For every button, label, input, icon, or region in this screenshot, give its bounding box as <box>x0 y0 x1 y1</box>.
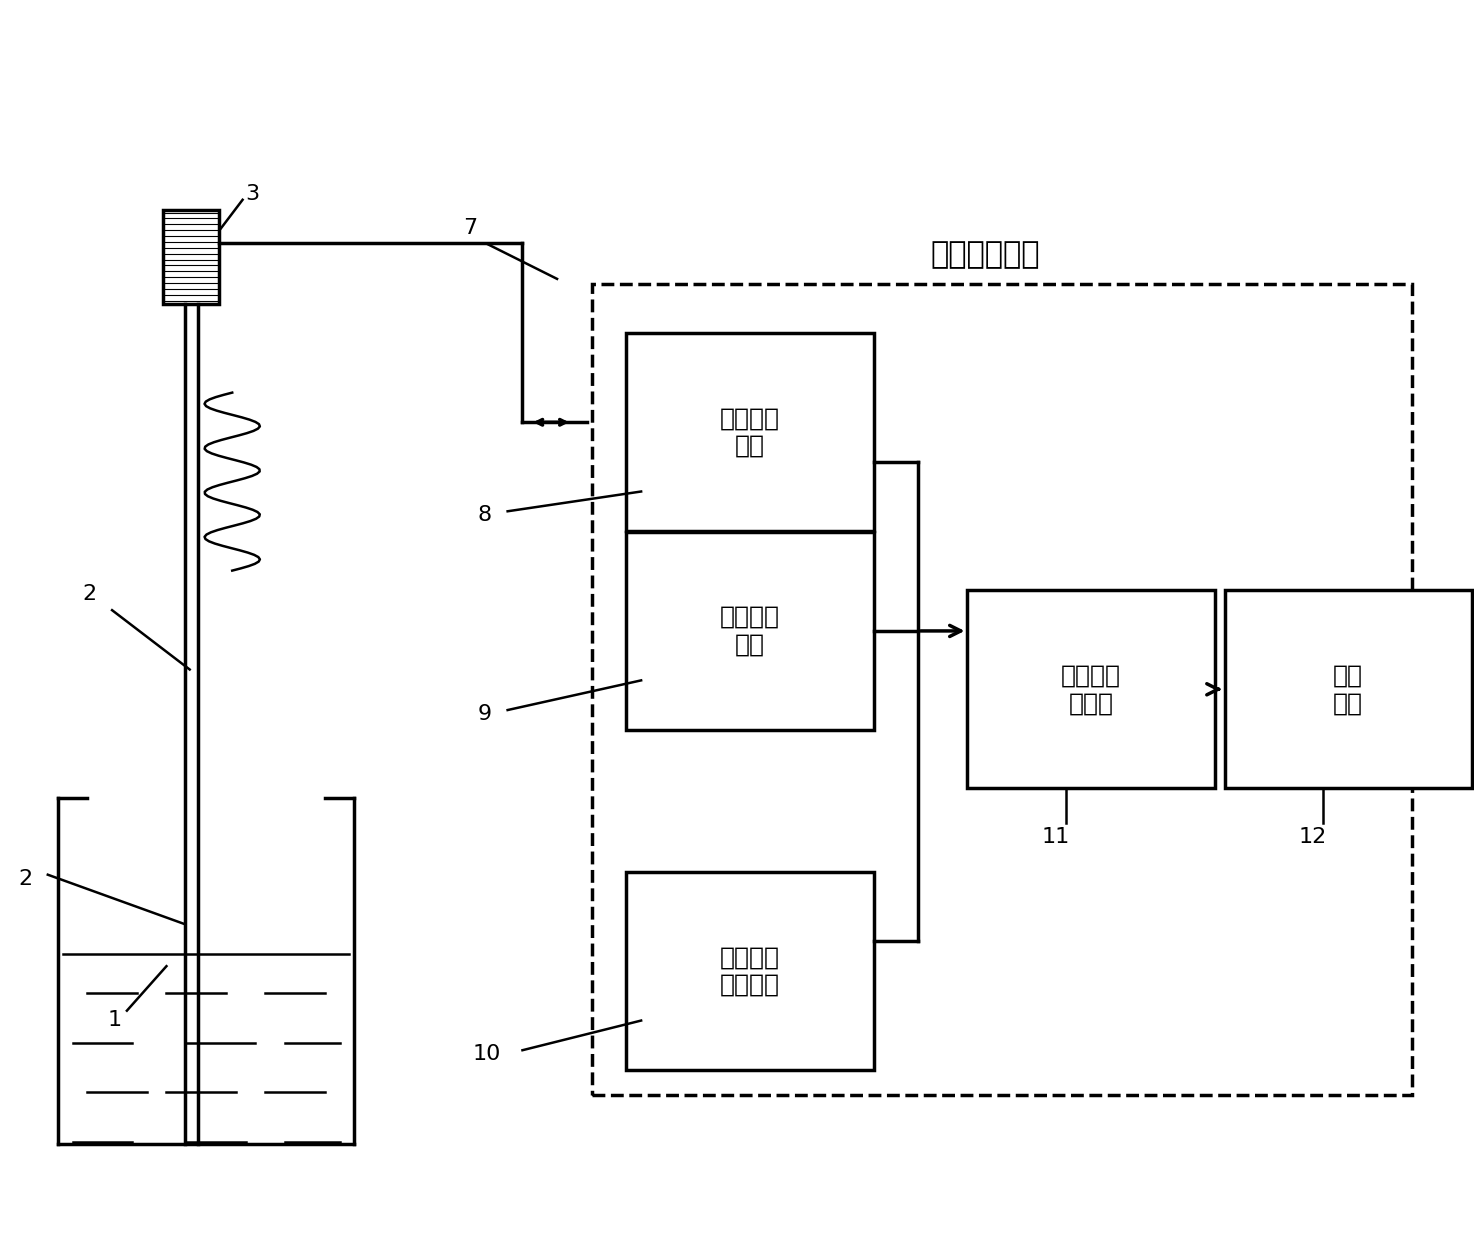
Text: 1: 1 <box>107 1010 122 1030</box>
Text: 9: 9 <box>479 704 492 724</box>
Text: 11: 11 <box>1042 826 1070 846</box>
Bar <box>627 532 873 730</box>
Text: 8: 8 <box>479 505 492 525</box>
Text: 12: 12 <box>1298 826 1326 846</box>
Bar <box>163 210 219 304</box>
Text: 3: 3 <box>246 184 259 204</box>
Text: 激励接收
装置: 激励接收 装置 <box>720 406 780 458</box>
Text: 2: 2 <box>18 869 33 889</box>
Bar <box>627 872 873 1070</box>
Text: 综合功能模块: 综合功能模块 <box>931 240 1040 269</box>
Text: 数据处理
理模块: 数据处理 理模块 <box>1061 664 1120 715</box>
Bar <box>627 334 873 531</box>
Text: 7: 7 <box>462 219 477 239</box>
Bar <box>1224 590 1472 789</box>
Text: 结果
显示: 结果 显示 <box>1334 664 1363 715</box>
Bar <box>968 590 1215 789</box>
Text: 10: 10 <box>473 1044 501 1064</box>
Text: 温度测量
装置: 温度测量 装置 <box>720 605 780 656</box>
Text: 2: 2 <box>83 584 96 604</box>
Text: 浸润深度
测量装置: 浸润深度 测量装置 <box>720 945 780 998</box>
